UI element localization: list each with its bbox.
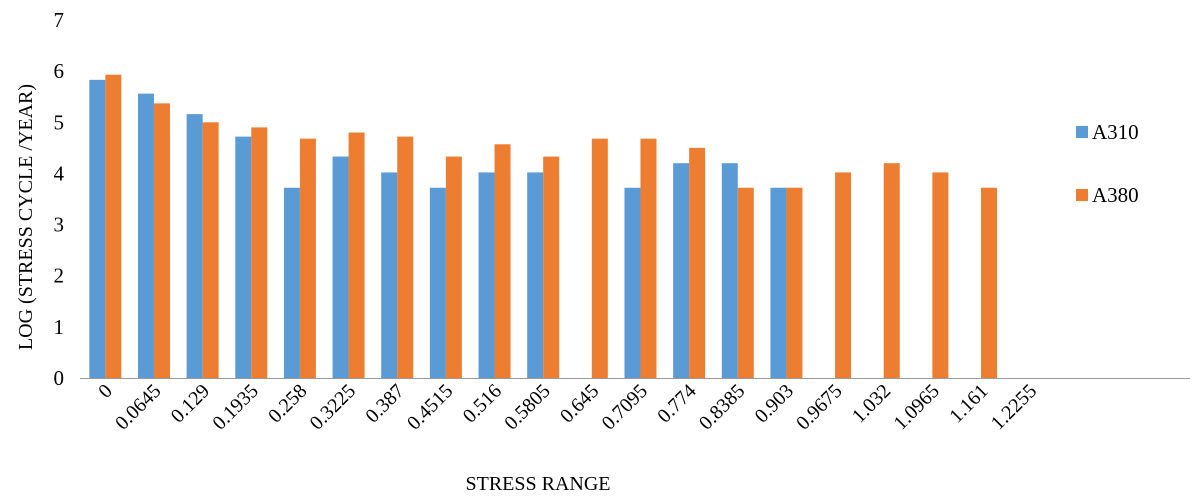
bar-a380 xyxy=(543,156,560,378)
bar-a380 xyxy=(202,122,219,379)
x-tick-label: 0.129 xyxy=(167,380,214,427)
bar-a380 xyxy=(786,187,803,378)
bar-a380 xyxy=(494,144,511,378)
x-tick-label: 0.8385 xyxy=(695,380,749,434)
x-tick-label: 1.2255 xyxy=(987,380,1041,434)
y-axis-ticks: 0 1 2 3 4 5 6 7 xyxy=(54,8,65,390)
x-tick-label: 1.0965 xyxy=(889,380,943,434)
y-tick-label: 0 xyxy=(54,366,65,390)
bar-a310 xyxy=(381,172,398,378)
bar-a380 xyxy=(348,132,365,378)
y-tick-label: 1 xyxy=(54,315,65,339)
x-tick-label: 0.5805 xyxy=(500,380,554,434)
bar-a380 xyxy=(689,147,706,378)
bar-a380 xyxy=(640,138,657,378)
bar-a380 xyxy=(883,163,900,378)
bar-a380 xyxy=(932,172,949,378)
bar-a310 xyxy=(721,163,738,378)
legend-swatch-a310 xyxy=(1076,126,1088,138)
bars xyxy=(89,74,998,379)
x-tick-label: 0.4515 xyxy=(403,380,457,434)
legend-label-a380: A380 xyxy=(1092,183,1139,207)
x-tick-label: 1.161 xyxy=(945,380,992,427)
bar-a380 xyxy=(445,156,462,378)
y-axis-title: LOG (STRESS CYCLE /YEAR) xyxy=(15,84,37,350)
bar-a310 xyxy=(478,172,495,378)
bar-a380 xyxy=(981,187,998,378)
bar-a310 xyxy=(283,187,300,378)
y-tick-label: 2 xyxy=(54,264,65,288)
bar-a310 xyxy=(89,79,106,378)
x-tick-label: 0.516 xyxy=(459,380,506,427)
x-tick-label: 0.0645 xyxy=(111,380,165,434)
x-tick-label: 0.9675 xyxy=(792,380,846,434)
x-tick-label: 0.258 xyxy=(264,380,311,427)
bar-a380 xyxy=(397,136,414,378)
bar-a310 xyxy=(624,187,641,378)
bar-a380 xyxy=(737,187,754,378)
bar-a310 xyxy=(186,114,203,379)
bar-a380 xyxy=(591,138,608,378)
y-tick-label: 5 xyxy=(54,110,65,134)
legend-swatch-a380 xyxy=(1076,189,1088,201)
bar-a380 xyxy=(299,138,316,378)
x-tick-label: 0.645 xyxy=(556,380,603,427)
bar-a380 xyxy=(835,172,852,378)
bar-a380 xyxy=(105,74,122,379)
x-tick-label: 0.3225 xyxy=(306,380,360,434)
bar-a380 xyxy=(251,127,268,379)
y-tick-label: 3 xyxy=(54,213,65,237)
y-tick-label: 6 xyxy=(54,59,65,83)
x-tick-label: 0.7095 xyxy=(598,380,652,434)
legend: A310 A380 xyxy=(1076,120,1139,207)
bar-a310 xyxy=(137,93,154,378)
x-tick-label: 0 xyxy=(94,380,117,403)
x-tick-label: 0.903 xyxy=(751,380,798,427)
x-tick-label: 0.1935 xyxy=(208,380,262,434)
bar-a310 xyxy=(527,172,544,378)
x-tick-label: 0.387 xyxy=(361,380,408,427)
x-axis-title: STRESS RANGE xyxy=(465,473,610,495)
y-tick-label: 7 xyxy=(54,8,65,32)
y-tick-label: 4 xyxy=(54,161,65,185)
bar-a310 xyxy=(235,136,252,378)
x-tick-label: 1.032 xyxy=(848,380,895,427)
bar-a310 xyxy=(429,187,446,378)
x-tick-label: 0.774 xyxy=(653,380,700,427)
legend-label-a310: A310 xyxy=(1092,120,1139,144)
bar-a380 xyxy=(153,103,170,378)
bar-a310 xyxy=(673,163,690,378)
bar-a310 xyxy=(770,187,787,378)
bar-a310 xyxy=(332,156,349,378)
